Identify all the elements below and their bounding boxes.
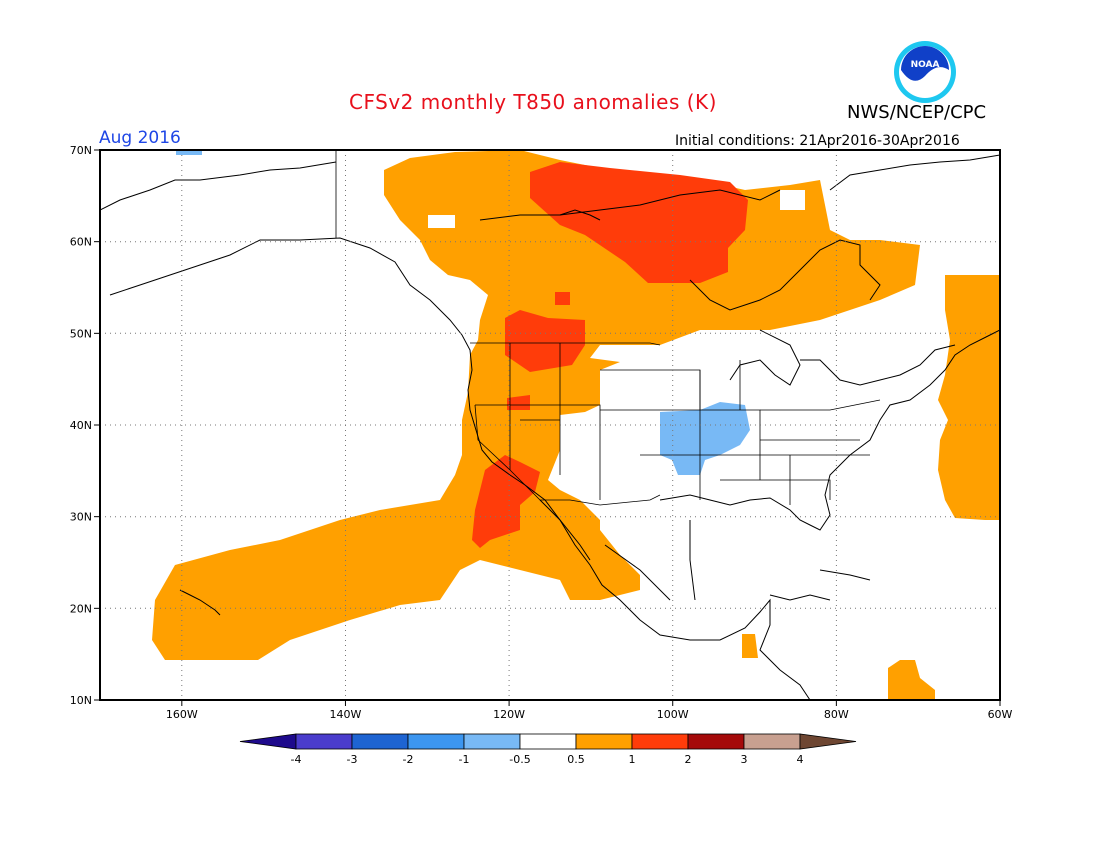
colorbar-high-arrow: [799, 733, 857, 750]
colorbar-label: -2: [403, 753, 414, 766]
colorbar-label: 2: [685, 753, 692, 766]
lon-label: 80W: [824, 708, 849, 721]
noaa-logo: NOAA: [894, 41, 956, 103]
colorbar-segment: [463, 733, 521, 750]
colorbar-segment: [743, 733, 801, 750]
anomaly-fill-minus-1-to-minus-0-5: [660, 402, 750, 475]
graticule: [100, 150, 1000, 700]
colorbar-segment: [575, 733, 633, 750]
colorbar-label: -1: [459, 753, 470, 766]
lat-label: 40N: [70, 419, 92, 432]
lon-label: 160W: [166, 708, 198, 721]
colorbar: -4 -3 -2 -1 -0.5 0.5 1 2 3 4: [239, 733, 857, 766]
colorbar-low-arrow: [239, 733, 297, 750]
lat-label: 70N: [70, 144, 92, 157]
chart-title: CFSv2 monthly T850 anomalies (K): [349, 90, 717, 114]
longitude-labels: 160W 140W 120W 100W 80W 60W: [166, 700, 1013, 721]
colorbar-label: -3: [347, 753, 358, 766]
colorbar-segment: [407, 733, 465, 750]
latitude-labels: 70N 60N 50N 40N 30N 20N 10N: [70, 144, 100, 707]
colorbar-label: 0.5: [567, 753, 585, 766]
colorbar-label: 3: [741, 753, 748, 766]
colorbar-label: -4: [291, 753, 302, 766]
colorbar-segment: [519, 733, 577, 750]
initial-conditions: Initial conditions: 21Apr2016-30Apr2016: [675, 133, 960, 149]
colorbar-label: -0.5: [509, 753, 530, 766]
political-boundaries: [335, 150, 881, 506]
colorbar-label: 4: [797, 753, 804, 766]
forecast-month: Aug 2016: [99, 128, 181, 148]
lon-label: 100W: [657, 708, 689, 721]
anomaly-fill-1-to-2: [472, 162, 748, 548]
lat-label: 60N: [70, 236, 92, 249]
colorbar-segment: [631, 733, 689, 750]
lat-label: 50N: [70, 327, 92, 340]
agency-label: NWS/NCEP/CPC: [847, 102, 987, 123]
lat-label: 10N: [70, 694, 92, 707]
lat-label: 30N: [70, 511, 92, 524]
colorbar-label: 1: [629, 753, 636, 766]
colorbar-segment: [351, 733, 409, 750]
lon-label: 140W: [330, 708, 362, 721]
colorbar-segment: [687, 733, 745, 750]
logo-text: NOAA: [911, 60, 940, 70]
lon-label: 120W: [493, 708, 525, 721]
lat-label: 20N: [70, 602, 92, 615]
lon-label: 60W: [988, 708, 1013, 721]
coastlines: [100, 154, 1000, 700]
colorbar-segment: [295, 733, 353, 750]
